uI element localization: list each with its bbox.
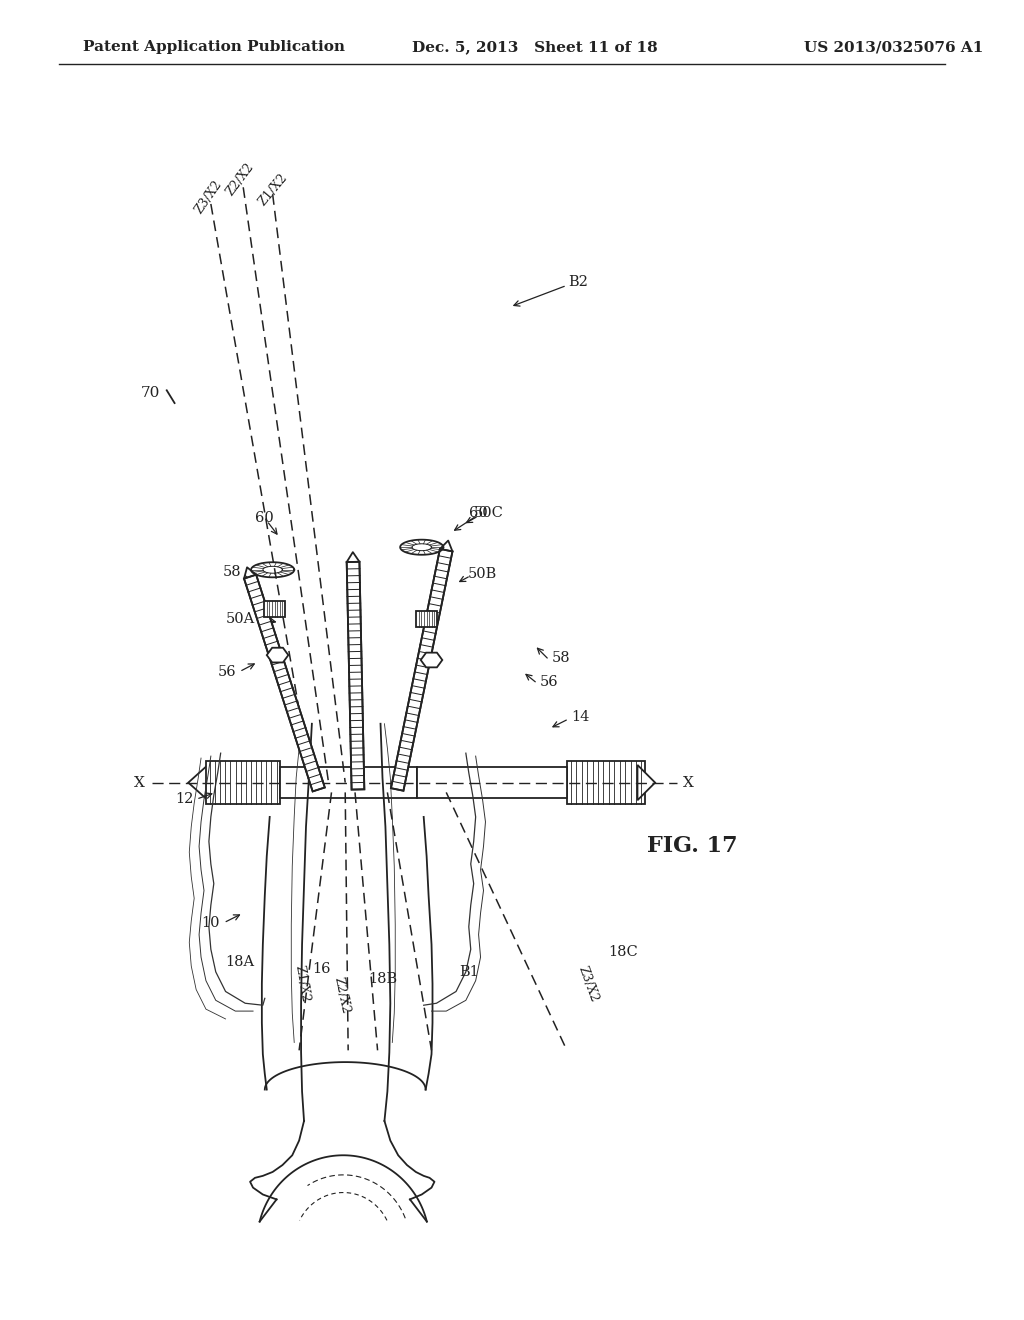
Text: 50B: 50B	[468, 566, 497, 581]
Text: Z3/X2: Z3/X2	[193, 178, 225, 216]
Text: B2: B2	[568, 276, 589, 289]
Text: 60: 60	[255, 511, 274, 525]
Bar	[264, 601, 286, 616]
Text: Dec. 5, 2013   Sheet 11 of 18: Dec. 5, 2013 Sheet 11 of 18	[412, 40, 657, 54]
Text: 10: 10	[202, 916, 220, 929]
Bar	[206, 762, 280, 804]
Text: 58: 58	[223, 565, 242, 578]
Polygon shape	[347, 562, 365, 789]
Text: 60: 60	[469, 506, 488, 520]
Polygon shape	[421, 652, 442, 668]
Bar	[417, 767, 567, 799]
Text: X: X	[683, 776, 693, 789]
Text: 18A: 18A	[225, 956, 255, 969]
Bar	[567, 762, 645, 804]
Bar	[416, 611, 437, 627]
Text: 18C: 18C	[608, 945, 638, 960]
Text: 50A: 50A	[225, 611, 255, 626]
Text: X: X	[134, 776, 145, 789]
Text: Z3/X2: Z3/X2	[575, 964, 601, 1003]
Polygon shape	[188, 764, 208, 800]
Text: 70: 70	[140, 387, 160, 400]
Bar	[280, 767, 417, 799]
Polygon shape	[267, 648, 289, 663]
Polygon shape	[391, 549, 453, 791]
Text: 14: 14	[571, 710, 590, 723]
Text: 56: 56	[218, 665, 237, 678]
Text: B1: B1	[459, 965, 478, 979]
Text: Z2/X2: Z2/X2	[224, 161, 257, 198]
Text: 16: 16	[312, 962, 331, 975]
Text: Patent Application Publication: Patent Application Publication	[83, 40, 345, 54]
Text: 50C: 50C	[473, 506, 504, 520]
Text: US 2013/0325076 A1: US 2013/0325076 A1	[804, 40, 984, 54]
Text: 58: 58	[552, 651, 570, 665]
Text: Z1/X2: Z1/X2	[256, 170, 290, 207]
Text: FIG. 17: FIG. 17	[647, 836, 738, 857]
Text: 12: 12	[175, 792, 194, 807]
Polygon shape	[638, 764, 655, 800]
Polygon shape	[244, 574, 325, 792]
Text: 56: 56	[540, 675, 558, 689]
Text: Z2/X2: Z2/X2	[331, 975, 351, 1015]
Text: 18B: 18B	[368, 972, 397, 986]
Text: Z1/X2: Z1/X2	[293, 964, 311, 1003]
